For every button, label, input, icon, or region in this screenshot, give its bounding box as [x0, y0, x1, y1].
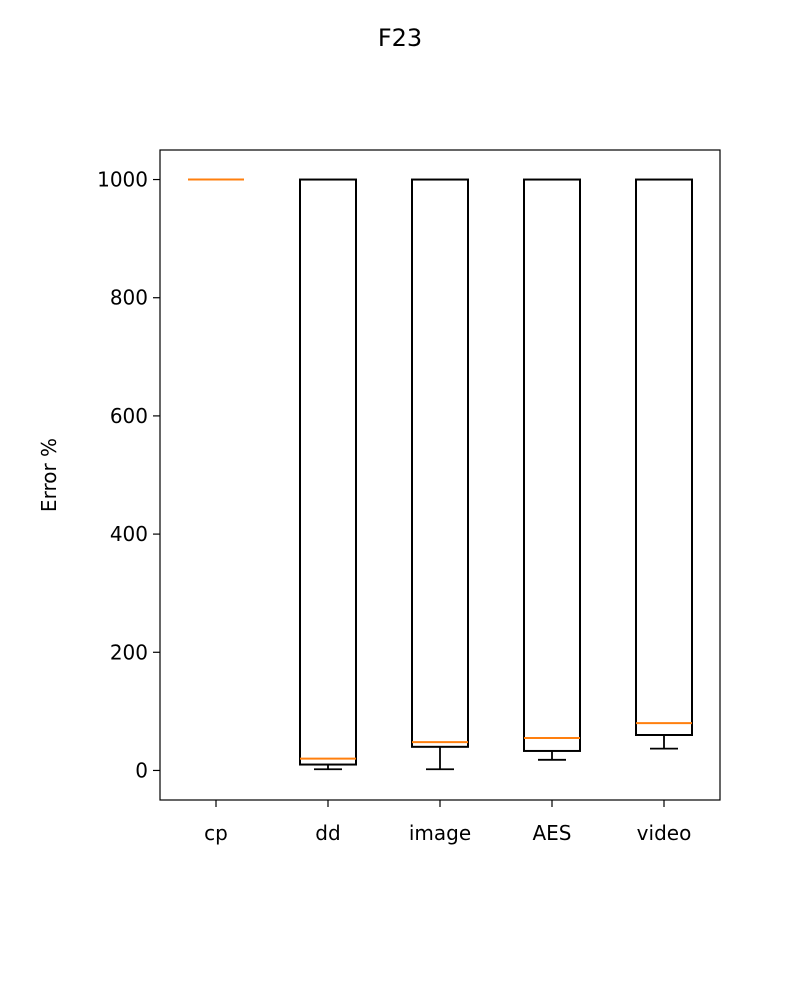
y-tick-label: 600: [110, 404, 148, 428]
box-video: [635, 178, 693, 750]
y-tick-label: 0: [135, 758, 148, 782]
y-axis-label: Error %: [37, 438, 61, 512]
box-AES: [523, 178, 581, 761]
x-tick-label: dd: [315, 821, 340, 845]
y-tick-label: 1000: [97, 168, 148, 192]
x-axis: cp dd image AES video: [204, 800, 691, 845]
box-body: [523, 178, 581, 752]
y-tick-label: 800: [110, 286, 148, 310]
y-axis: 0 200 400 600 800 1000: [97, 168, 160, 782]
x-tick-label: AES: [532, 821, 571, 845]
box-image: [411, 178, 469, 771]
x-tick-label: video: [637, 821, 692, 845]
y-tick-label: 400: [110, 522, 148, 546]
box-dd: [299, 178, 357, 771]
box-body: [635, 178, 693, 736]
box-body: [411, 178, 469, 748]
chart-title: F23: [378, 24, 422, 52]
box-body: [299, 178, 357, 766]
y-tick-label: 200: [110, 640, 148, 664]
x-tick-label: cp: [204, 821, 228, 845]
boxes-layer: [188, 178, 693, 771]
x-tick-label: image: [409, 821, 471, 845]
